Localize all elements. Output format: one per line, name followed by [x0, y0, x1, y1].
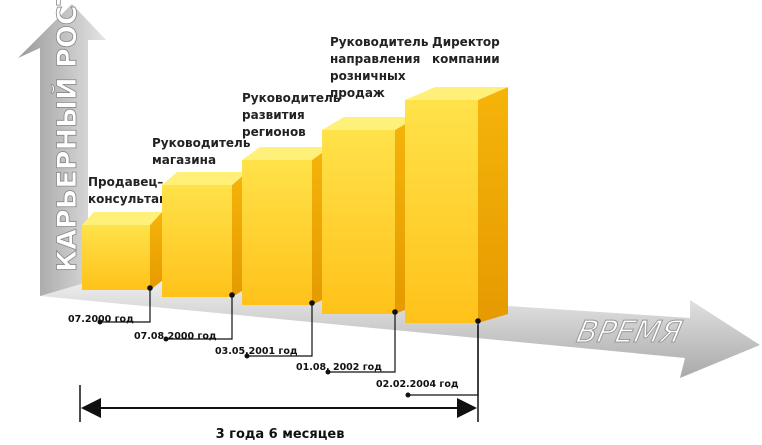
date-dot — [325, 369, 331, 375]
step-label-line: розничных — [330, 69, 406, 83]
date-dot — [147, 285, 153, 291]
step-label-line: регионов — [242, 125, 306, 139]
date-dot — [163, 336, 169, 342]
bar-top — [322, 117, 417, 130]
bar-front — [242, 160, 312, 305]
date-label: 03.05.2001 год — [215, 346, 298, 357]
date-dot — [97, 319, 103, 325]
date-dot — [244, 353, 250, 359]
bar-top — [242, 147, 330, 160]
bar-top — [162, 172, 247, 185]
step-label-line: направления — [330, 52, 420, 66]
bar-side — [478, 87, 508, 323]
x-axis-label: ВРЕМЯ — [574, 315, 686, 350]
step-label-line: Руководитель — [152, 136, 251, 150]
date-leader — [166, 295, 233, 340]
date-leader — [247, 303, 313, 357]
step-label-line: продаж — [330, 86, 385, 100]
date-label: 07.2000 год — [68, 314, 134, 325]
step-label-line: Руководитель — [330, 35, 429, 49]
date-label: 02.02.2004 год — [376, 379, 459, 390]
step-label-line: магазина — [152, 153, 216, 167]
bar-top — [405, 87, 508, 100]
step-label-line: Директор — [432, 35, 500, 49]
date-leader — [100, 288, 151, 323]
date-dot — [475, 318, 481, 324]
date-leader — [328, 312, 396, 373]
date-dot — [309, 300, 315, 306]
date-dot — [405, 392, 411, 398]
bar-front — [162, 185, 232, 297]
step-label: Руководитель направления розничных продаж — [330, 35, 429, 100]
step-label: Директор компании — [432, 35, 500, 66]
bar-front — [405, 100, 478, 323]
bar-front — [322, 130, 395, 314]
bar-top — [82, 212, 162, 225]
time-axis-arrow — [40, 275, 760, 378]
bar-side — [150, 212, 162, 290]
y-axis-label: КАРЬЕРНЫЙ РОСТ — [51, 0, 83, 272]
date-label: 01.08. 2002 год — [296, 362, 382, 373]
bar-front — [82, 225, 150, 290]
step-label: Руководитель развития регионов — [242, 91, 341, 139]
date-dot — [229, 292, 235, 298]
step-label-line: Продавец– — [88, 175, 163, 189]
date-label: 07.08.2000 год — [134, 331, 217, 342]
step-label-line: Руководитель — [242, 91, 341, 105]
date-dot — [392, 309, 398, 315]
step-label-line: развития — [242, 108, 305, 122]
step-label: Продавец– консультант — [88, 175, 174, 206]
step-label-line: компании — [432, 52, 500, 66]
duration-label: 3 года 6 месяцев — [216, 427, 345, 442]
step-label: Руководитель магазина — [152, 136, 251, 167]
step-label-line: консультант — [88, 192, 174, 206]
